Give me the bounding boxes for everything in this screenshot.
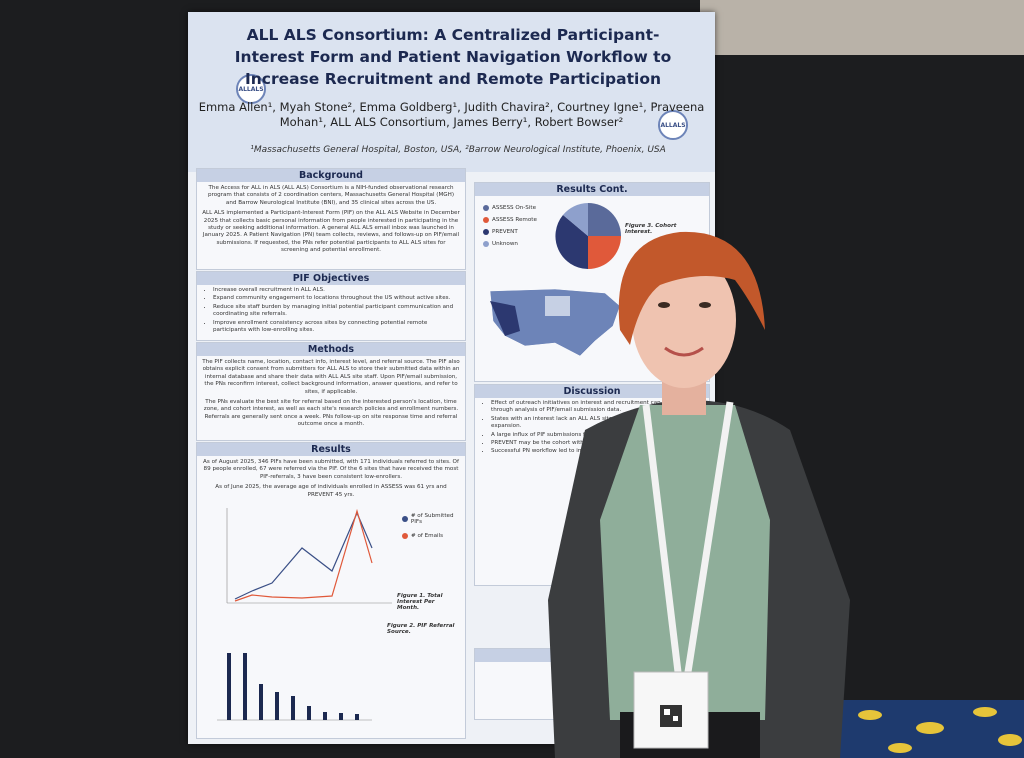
line-chart-image bbox=[226, 508, 392, 604]
affiliations: ¹Massachusetts General Hospital, Boston,… bbox=[250, 145, 666, 155]
logo: ALLALS bbox=[658, 110, 688, 140]
section-heading: PIF Objectives bbox=[197, 272, 465, 285]
wall bbox=[700, 0, 1024, 55]
legend: ASSESS On-Site ASSESS Remote PREVENT Unknow… bbox=[483, 205, 537, 253]
paragraph: The PIF collects name, location, contact… bbox=[202, 359, 460, 395]
bullet: Reduce site staff burden by managing ini… bbox=[213, 304, 461, 319]
legend-label: Unknown bbox=[492, 241, 518, 247]
poster-title: ALL ALS Consortium: A Centralized Partic… bbox=[234, 26, 672, 88]
legend-entry: # of Submitted PIFs bbox=[402, 513, 465, 525]
legend-swatch bbox=[483, 205, 489, 211]
legend-label: ASSESS On-Site bbox=[492, 205, 537, 211]
section: Methods The PIF collects name, location,… bbox=[196, 342, 466, 441]
section-heading: Background bbox=[197, 169, 465, 182]
legend-entry: # of Emails bbox=[402, 533, 443, 539]
legend-swatch bbox=[483, 241, 489, 247]
bullet: Expand community engagement to locations… bbox=[213, 295, 461, 302]
bullet: States with an interest lack an ALL ALS … bbox=[491, 416, 705, 431]
map-image bbox=[489, 288, 621, 357]
paragraph: As of June 2025, the average age of indi… bbox=[215, 484, 447, 498]
bullet: Effect of outreach initiatives on intere… bbox=[491, 400, 705, 415]
legend-entry: Unknown bbox=[483, 241, 537, 247]
bullet: A large influx of PIF submissions follow… bbox=[491, 432, 705, 439]
figure-caption: Figure 2. PIF Referral Source. bbox=[387, 623, 455, 635]
legend-label: PREVENT bbox=[492, 229, 518, 235]
section-heading: Results Cont. bbox=[475, 183, 709, 196]
bullet: Improve enrollment consistency across si… bbox=[213, 320, 461, 335]
pie-chart-image bbox=[555, 203, 621, 269]
section-heading: Results bbox=[197, 443, 465, 456]
bullet: Increase overall recruitment in ALL ALS. bbox=[213, 287, 461, 294]
legend-label: ASSESS Remote bbox=[492, 217, 537, 223]
section-heading: Discussion bbox=[475, 385, 709, 398]
paragraph: ALL ALS implemented a Participant-Intere… bbox=[202, 210, 460, 254]
section: PIF Objectives Increase overall recruitm… bbox=[196, 271, 466, 341]
logo: ALLALS bbox=[236, 74, 266, 104]
legend-swatch bbox=[483, 229, 489, 235]
poster: ALLALS ALLALS ALL ALS Consortium: A Cent… bbox=[188, 12, 715, 744]
authors: Emma Allen¹, Myah Stone², Emma Goldberg¹… bbox=[198, 100, 705, 129]
figure-caption: Figure 3. Cohort Interest. bbox=[625, 223, 677, 235]
bar-chart-image bbox=[217, 653, 372, 721]
legend-entry: PREVENT bbox=[483, 229, 537, 235]
bullet: PREVENT may be the cohort with the most … bbox=[491, 440, 705, 447]
title-band bbox=[188, 12, 715, 172]
paragraph: The PNs evaluate the best site for refer… bbox=[203, 399, 459, 428]
legend-entry: ASSESS Remote bbox=[483, 217, 537, 223]
section: Results As of August 2025, 346 PIFs have… bbox=[196, 442, 466, 739]
bullet-list: Increase overall recruitment in ALL ALS.… bbox=[197, 287, 465, 334]
paragraph: The Access for ALL in ALS (ALL ALS) Cons… bbox=[207, 185, 455, 206]
legend-entry: ASSESS On-Site bbox=[483, 205, 537, 211]
section: Background The Access for ALL in ALS (AL… bbox=[196, 168, 466, 270]
section-heading: Methods bbox=[197, 343, 465, 356]
legend-swatch bbox=[483, 217, 489, 223]
figure-caption: Figure 1. Total Interest Per Month. bbox=[397, 593, 443, 611]
paragraph: As of August 2025, 346 PIFs have been su… bbox=[203, 459, 459, 480]
